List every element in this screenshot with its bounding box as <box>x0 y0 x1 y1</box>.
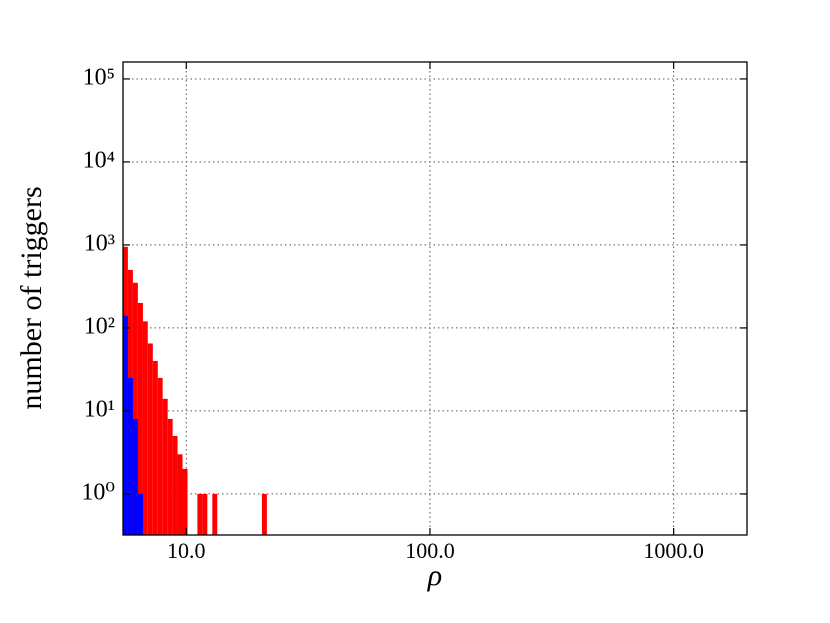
bar <box>123 315 128 535</box>
bar <box>157 377 163 535</box>
bar <box>152 360 158 535</box>
bar <box>212 493 218 535</box>
y-tick-label: 10² <box>84 313 115 339</box>
bar <box>132 418 138 535</box>
x-tick-label: 1000.0 <box>643 538 704 563</box>
plot-frame <box>122 61 748 536</box>
bar <box>197 493 203 535</box>
bar <box>127 377 133 535</box>
bar <box>142 321 148 535</box>
bar <box>132 282 138 535</box>
bar <box>137 493 143 535</box>
bar <box>261 493 267 535</box>
y-tick-label: 10⁰ <box>81 479 115 505</box>
bar <box>172 435 178 535</box>
y-tick-label: 10¹ <box>84 396 115 422</box>
y-tick-label: 10⁵ <box>83 64 115 90</box>
x-axis-label: ρ <box>427 559 442 592</box>
bar <box>162 398 168 535</box>
bar <box>167 418 173 535</box>
x-tick-label: 10.0 <box>167 538 206 563</box>
bar <box>137 302 143 535</box>
bar <box>182 468 188 535</box>
bar <box>202 493 208 535</box>
bar <box>177 454 183 535</box>
y-tick-label: 10⁴ <box>83 147 115 173</box>
y-tick-label: 10³ <box>84 230 115 256</box>
bar <box>147 343 153 535</box>
y-axis-label: number of triggers <box>15 186 48 409</box>
x-tick-label: 100.0 <box>405 538 455 563</box>
